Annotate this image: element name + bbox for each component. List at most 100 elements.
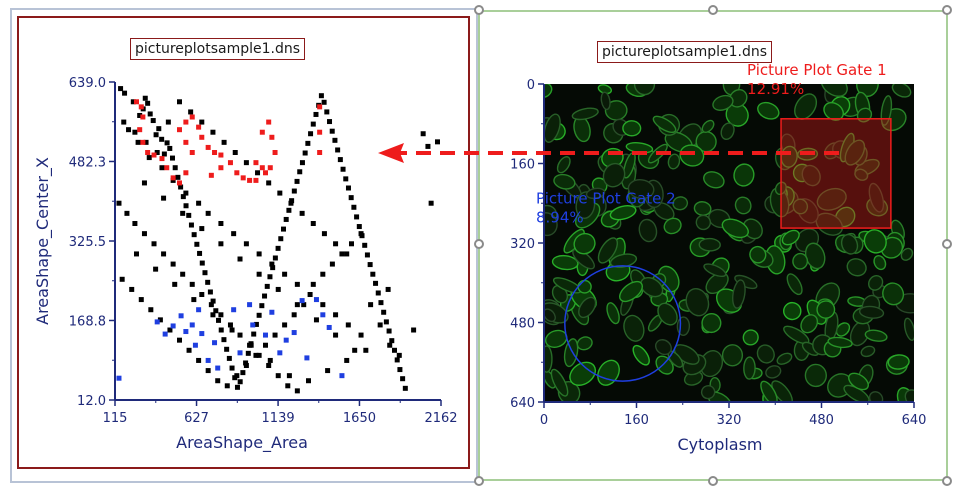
scatter-point	[282, 271, 288, 277]
scatter-point	[282, 322, 288, 328]
scatter-point	[339, 373, 345, 379]
cell-shape	[632, 344, 650, 366]
x-axis-label: Cytoplasm	[677, 435, 762, 454]
scatter-point	[218, 152, 224, 158]
cell-shape	[698, 237, 721, 252]
scatter-point	[329, 261, 335, 267]
scatter-point	[313, 317, 319, 323]
cell-shape	[816, 300, 836, 319]
cell-shape	[701, 119, 715, 134]
cell-shape	[873, 255, 887, 271]
scatter-point	[262, 293, 268, 299]
y-tick-label: 480	[510, 317, 535, 332]
y-tick-label: 12.0	[77, 394, 106, 409]
scatter-point	[196, 357, 202, 363]
resize-handle-top-right[interactable]	[942, 5, 952, 15]
scatter-point	[229, 327, 235, 333]
resize-handle-middle-right[interactable]	[942, 239, 952, 249]
scatter-point	[251, 331, 257, 337]
scatter-plot-title: pictureplotsample1.dns	[130, 38, 306, 60]
cell-shape	[569, 361, 597, 386]
resize-handle-top-left[interactable]	[474, 5, 484, 15]
scatter-point	[286, 373, 292, 379]
cell-shape	[900, 247, 914, 261]
cell-shape	[733, 163, 755, 187]
scatter-point	[240, 175, 246, 181]
cell-shape	[827, 336, 853, 349]
cell-shape	[563, 338, 579, 368]
scatter-point	[364, 252, 370, 258]
scatter-point	[141, 180, 147, 186]
scatter-point	[212, 149, 218, 155]
scatter-point	[183, 119, 189, 125]
scatter-point	[297, 169, 303, 175]
cell-shape	[800, 314, 819, 334]
scatter-point	[159, 156, 165, 162]
scatter-point	[402, 385, 408, 391]
scatter-point	[283, 216, 289, 222]
scatter-point	[335, 147, 341, 153]
cell-shape	[597, 237, 619, 264]
scatter-point	[121, 119, 127, 125]
scatter-point	[262, 170, 268, 176]
scatter-point	[216, 317, 222, 323]
scatter-point	[286, 207, 292, 213]
cell-shape	[743, 356, 756, 380]
resize-handle-bottom-center[interactable]	[708, 476, 718, 486]
scatter-point	[425, 143, 431, 149]
cell-shape	[600, 91, 611, 111]
scatter-point	[367, 262, 373, 268]
scatter-point	[224, 346, 230, 352]
cell-shape	[891, 84, 912, 98]
cell-shape	[622, 120, 642, 137]
resize-handle-middle-left[interactable]	[474, 239, 484, 249]
cell-shape	[731, 279, 746, 309]
scatter-point	[227, 322, 233, 328]
scatter-point	[156, 126, 162, 132]
scatter-point	[434, 139, 440, 145]
scatter-point	[267, 274, 273, 280]
x-tick-label: 1139	[262, 411, 295, 426]
cell-shape	[721, 344, 744, 367]
scatter-point	[321, 231, 327, 237]
scatter-point	[135, 139, 141, 145]
scatter-point	[332, 137, 338, 143]
resize-handle-bottom-left[interactable]	[474, 476, 484, 486]
scatter-point	[207, 289, 213, 295]
scatter-point	[256, 352, 262, 358]
scatter-point	[199, 292, 205, 298]
scatter-point	[145, 100, 151, 106]
scatter-point	[354, 214, 360, 220]
scatter-point	[137, 127, 143, 133]
picture-plot-panel[interactable]: Picture Plot Gate 1 12.91% Picture Plot Ga…	[478, 10, 948, 481]
scatter-point	[205, 210, 211, 216]
scatter-point	[227, 160, 233, 166]
scatter-point	[186, 212, 192, 218]
scatter-point	[397, 367, 403, 373]
cell-shape	[848, 372, 869, 391]
cell-shape	[654, 339, 672, 356]
cell-shape	[863, 229, 887, 254]
scatter-point	[373, 280, 379, 286]
cell-shape	[742, 329, 759, 346]
scatter-point	[363, 347, 369, 353]
x-tick-label: 640	[902, 413, 927, 428]
scatter-plot-panel[interactable]: 115 627 1139 1650 2162 12.0 168.8 325.5 482.3 639…	[17, 16, 470, 469]
cell-shape	[597, 359, 620, 386]
cell-shape	[760, 380, 778, 402]
scatter-point	[202, 270, 208, 276]
resize-handle-top-center[interactable]	[708, 5, 718, 15]
y-tick-label: 320	[510, 237, 535, 252]
scatter-point	[313, 111, 319, 117]
scatter-point	[234, 170, 240, 176]
scatter-point	[294, 178, 300, 184]
scatter-point	[232, 149, 238, 155]
gate-1-name: Picture Plot Gate 1	[747, 61, 887, 79]
cell-shape	[619, 280, 643, 303]
scatter-point	[205, 279, 211, 285]
resize-handle-bottom-right[interactable]	[942, 476, 952, 486]
scatter-point	[313, 297, 319, 303]
scatter-point	[321, 99, 327, 105]
scatter-point	[194, 241, 200, 247]
